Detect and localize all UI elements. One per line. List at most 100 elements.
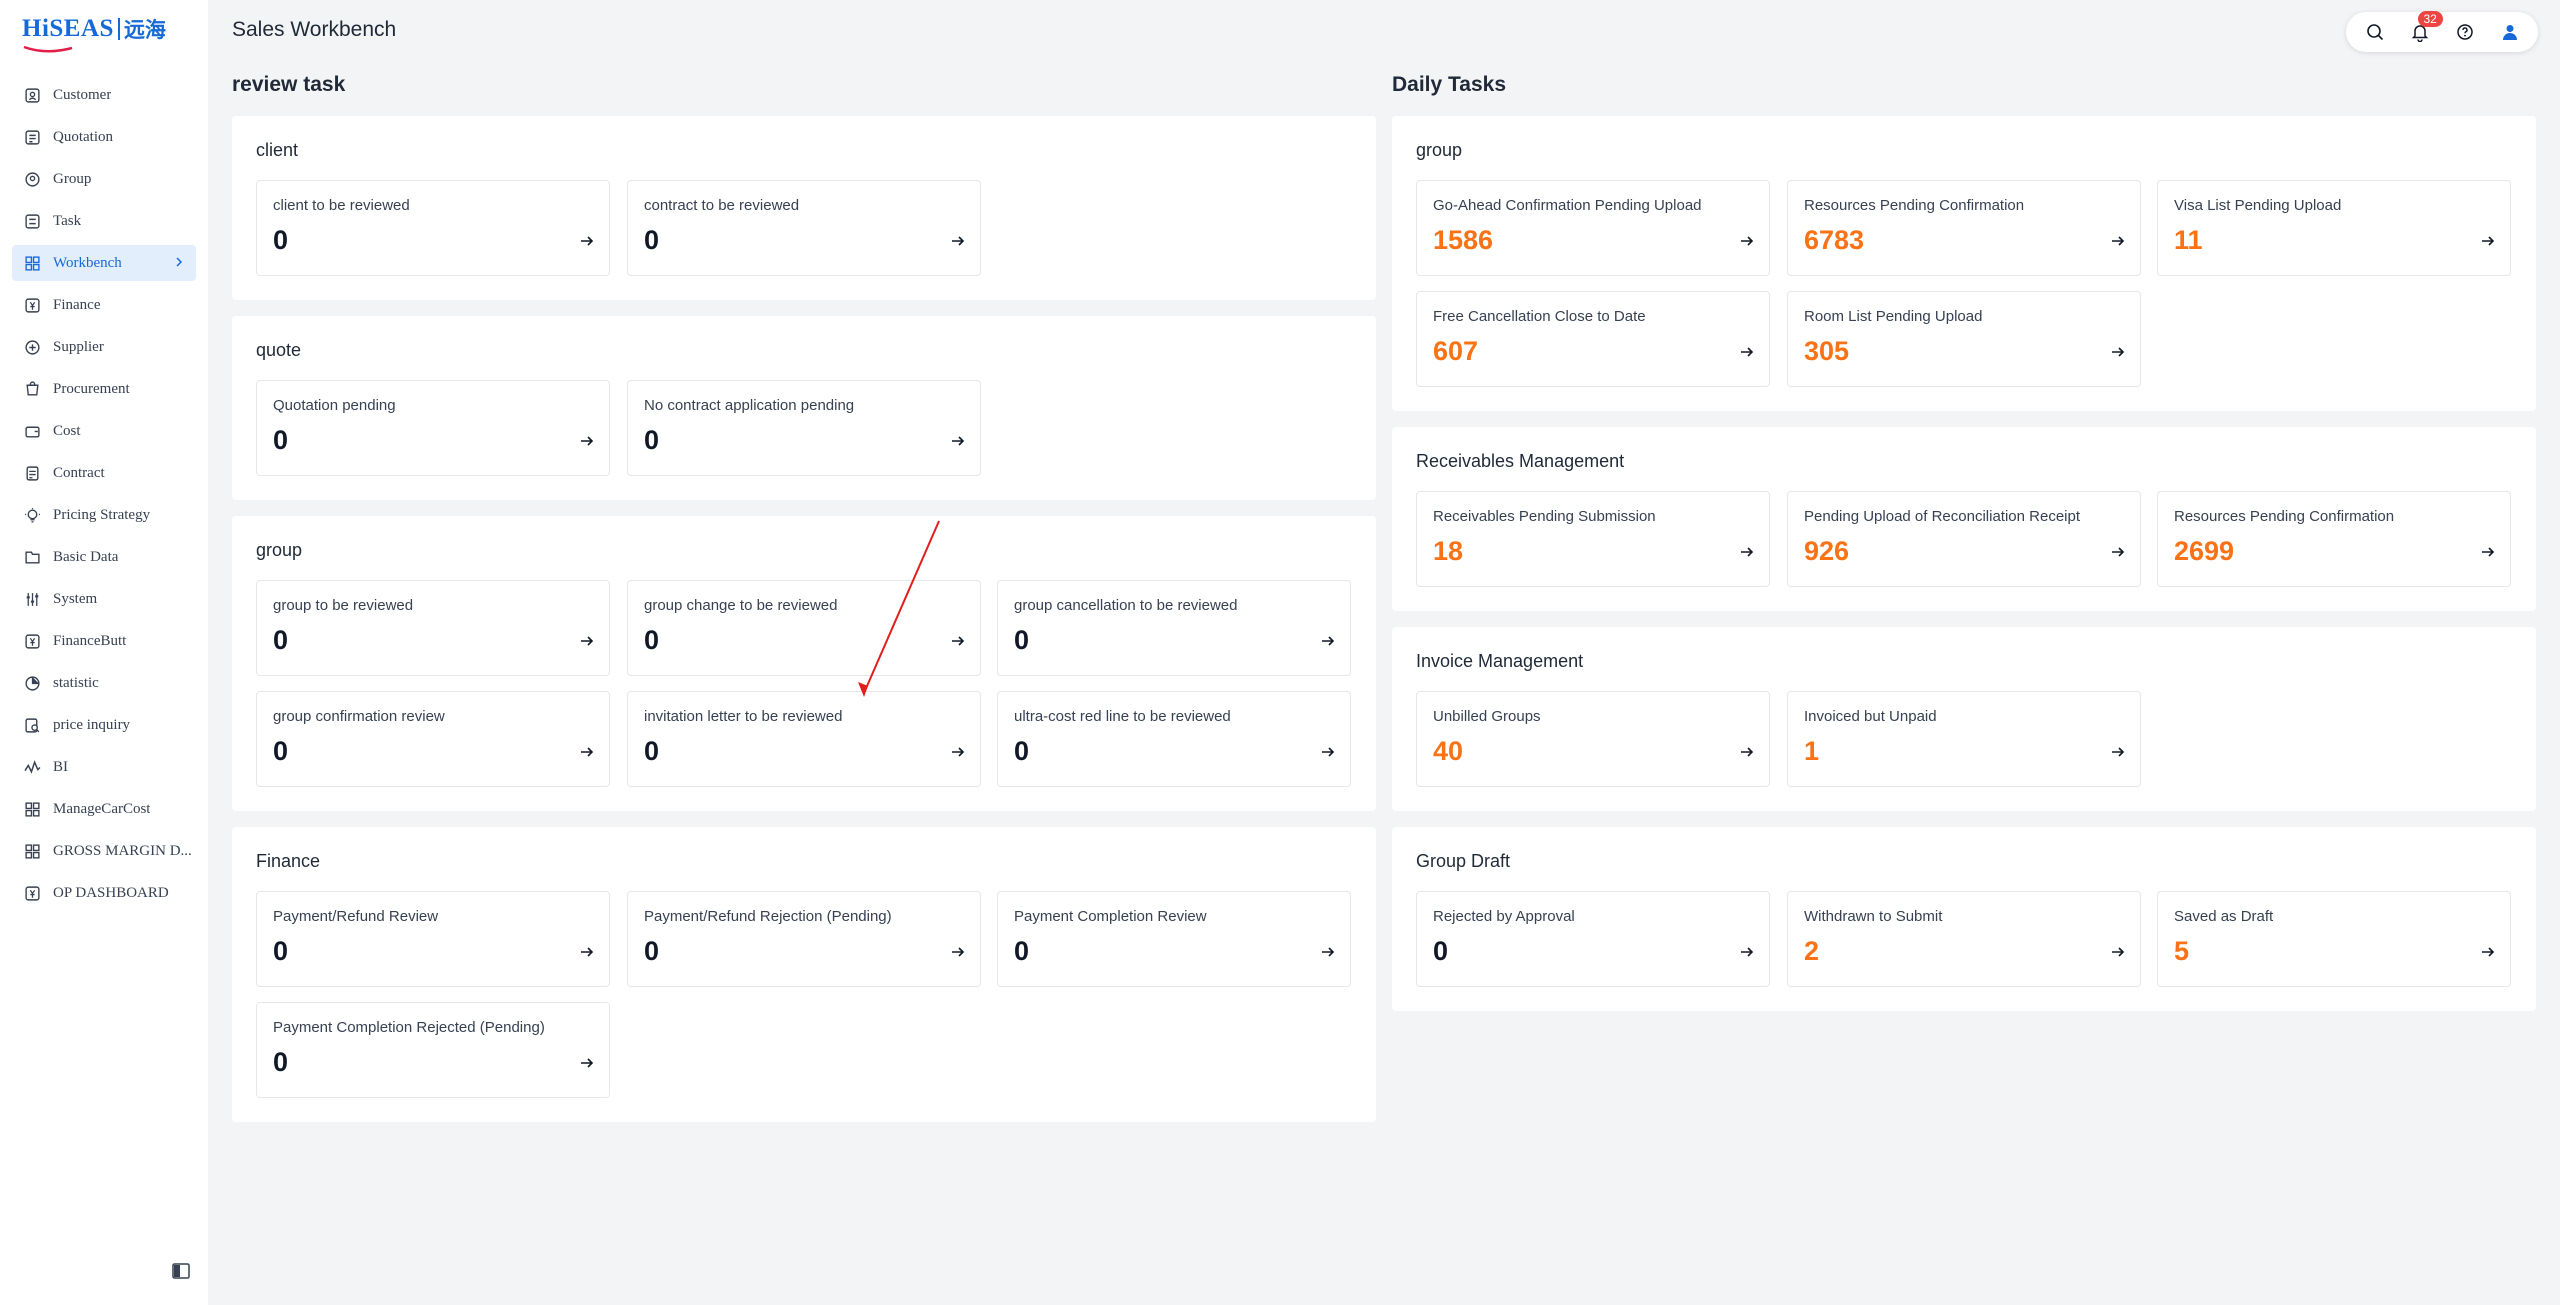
basic-data-icon	[24, 549, 41, 566]
arrow-right-icon	[1322, 747, 1335, 757]
review-finance-card: Finance Payment/Refund Review 0 Payment/R…	[232, 827, 1376, 1122]
notification-count-badge: 32	[2417, 11, 2443, 27]
sidebar: HiSEAS 远海 Customer Quotation Group Task …	[0, 0, 208, 1305]
arrow-right-icon	[1741, 547, 1754, 557]
task-tile[interactable]: invitation letter to be reviewed 0	[627, 691, 981, 787]
task-tile[interactable]: contract to be reviewed 0	[627, 180, 981, 276]
sidebar-item-procurement[interactable]: Procurement	[12, 371, 196, 407]
help-icon	[2456, 24, 2473, 40]
procurement-icon	[24, 380, 41, 398]
review-group-card: group group to be reviewed 0 group change…	[232, 516, 1376, 811]
quotation-icon	[24, 129, 41, 146]
system-icon	[24, 591, 41, 608]
sidebar-item-customer[interactable]: Customer	[12, 77, 196, 113]
sidebar-item-supplier[interactable]: Supplier	[12, 329, 196, 365]
sidebar-item-bi[interactable]: BI	[12, 749, 196, 785]
sidebar-item-price-inquiry[interactable]: price inquiry	[12, 707, 196, 743]
sidebar-item-contract[interactable]: Contract	[12, 455, 196, 491]
task-tile[interactable]: Payment Completion Rejected (Pending) 0	[256, 1002, 610, 1098]
task-tile[interactable]: Invoiced but Unpaid 1	[1787, 691, 2141, 787]
sidebar-nav: Customer Quotation Group Task Workbench …	[12, 77, 196, 917]
customer-icon	[24, 87, 41, 104]
task-tile[interactable]: group confirmation review 0	[256, 691, 610, 787]
sidebar-item-quotation[interactable]: Quotation	[12, 119, 196, 155]
invoice-card: Invoice Management Unbilled Groups 40 Inv…	[1392, 627, 2536, 811]
task-tile[interactable]: Quotation pending 0	[256, 380, 610, 476]
arrow-right-icon	[581, 747, 594, 757]
sidebar-item-basic-data[interactable]: Basic Data	[12, 539, 196, 575]
sidebar-item-pricing-strategy[interactable]: Pricing Strategy	[12, 497, 196, 533]
hiseas-logo[interactable]: HiSEAS 远海	[22, 12, 166, 53]
task-tile[interactable]: Resources Pending Confirmation 6783	[1787, 180, 2141, 276]
task-tile[interactable]: group change to be reviewed 0	[627, 580, 981, 676]
help-button[interactable]	[2451, 18, 2479, 46]
review-client-card: client client to be reviewed 0 contract t…	[232, 116, 1376, 300]
page-title: Sales Workbench	[232, 18, 397, 41]
task-tile[interactable]: No contract application pending 0	[627, 380, 981, 476]
pricing-icon	[24, 507, 41, 524]
bell-icon	[2411, 25, 2428, 42]
task-tile[interactable]: Unbilled Groups 40	[1416, 691, 1770, 787]
sidebar-item-op-dashboard[interactable]: OP DASHBOARD	[12, 875, 196, 911]
notifications-button[interactable]: 32	[2406, 11, 2443, 46]
supplier-icon	[24, 339, 41, 356]
task-tile[interactable]: Free Cancellation Close to Date 607	[1416, 291, 1770, 387]
group-icon	[24, 171, 41, 188]
sidebar-item-system[interactable]: System	[12, 581, 196, 617]
arrow-right-icon	[2112, 347, 2125, 357]
sidebar-collapse-icon[interactable]	[171, 1261, 191, 1281]
task-tile[interactable]: group to be reviewed 0	[256, 580, 610, 676]
card-title: client	[256, 140, 299, 160]
sidebar-item-statistic[interactable]: statistic	[12, 665, 196, 701]
arrow-right-icon	[2112, 547, 2125, 557]
card-title: Group Draft	[1416, 851, 1511, 871]
task-tile[interactable]: client to be reviewed 0	[256, 180, 610, 276]
card-title: Invoice Management	[1416, 651, 1584, 671]
task-tile[interactable]: Withdrawn to Submit 2	[1787, 891, 2141, 987]
sidebar-item-financebutt[interactable]: FinanceButt	[12, 623, 196, 659]
chevron-right-icon	[176, 257, 183, 267]
logo-swoosh-icon	[23, 45, 73, 53]
task-tile[interactable]: Rejected by Approval 0	[1416, 891, 1770, 987]
search-button[interactable]	[2361, 18, 2389, 46]
review-quote-card: quote Quotation pending 0 No contract app…	[232, 316, 1376, 500]
sidebar-item-managecarcost[interactable]: ManageCarCost	[12, 791, 196, 827]
arrow-right-icon	[2482, 547, 2495, 557]
task-tile[interactable]: group cancellation to be reviewed 0	[997, 580, 1351, 676]
car-cost-icon	[24, 801, 41, 818]
price-inquiry-icon	[24, 717, 41, 734]
receivables-card: Receivables Management Receivables Pendi…	[1392, 427, 2536, 611]
sidebar-item-workbench[interactable]: Workbench	[12, 245, 196, 281]
task-tile[interactable]: Go-Ahead Confirmation Pending Upload 1586	[1416, 180, 1770, 276]
user-avatar-button[interactable]	[2496, 18, 2524, 46]
task-tile[interactable]: Resources Pending Confirmation 2699	[2157, 491, 2511, 587]
arrow-right-icon	[1322, 636, 1335, 646]
task-tile[interactable]: Payment Completion Review 0	[997, 891, 1351, 987]
task-tile[interactable]: Pending Upload of Reconciliation Receipt…	[1787, 491, 2141, 587]
op-dashboard-icon	[24, 885, 41, 902]
sidebar-item-cost[interactable]: Cost	[12, 413, 196, 449]
topbar-actions: 32	[2346, 11, 2538, 52]
task-tile[interactable]: ultra-cost red line to be reviewed 0	[997, 691, 1351, 787]
task-tile[interactable]: Receivables Pending Submission 18	[1416, 491, 1770, 587]
arrow-right-icon	[1741, 347, 1754, 357]
sidebar-item-task[interactable]: Task	[12, 203, 196, 239]
arrow-right-icon	[952, 236, 965, 246]
task-tile[interactable]: Visa List Pending Upload 11	[2157, 180, 2511, 276]
sidebar-item-finance[interactable]: Finance	[12, 287, 196, 323]
task-tile[interactable]: Payment/Refund Review 0	[256, 891, 610, 987]
sidebar-item-group[interactable]: Group	[12, 161, 196, 197]
task-tile[interactable]: Saved as Draft 5	[2157, 891, 2511, 987]
arrow-right-icon	[952, 436, 965, 446]
statistic-icon	[24, 675, 41, 692]
sidebar-item-gross-margin[interactable]: GROSS MARGIN D...	[12, 833, 196, 869]
arrow-right-icon	[581, 947, 594, 957]
task-tile[interactable]: Room List Pending Upload 305	[1787, 291, 2141, 387]
arrow-right-icon	[2112, 947, 2125, 957]
arrow-right-icon	[2482, 236, 2495, 246]
arrow-right-icon	[581, 236, 594, 246]
gross-margin-icon	[24, 843, 41, 860]
arrow-right-icon	[2112, 747, 2125, 757]
task-tile[interactable]: Payment/Refund Rejection (Pending) 0	[627, 891, 981, 987]
arrow-right-icon	[581, 1058, 594, 1068]
